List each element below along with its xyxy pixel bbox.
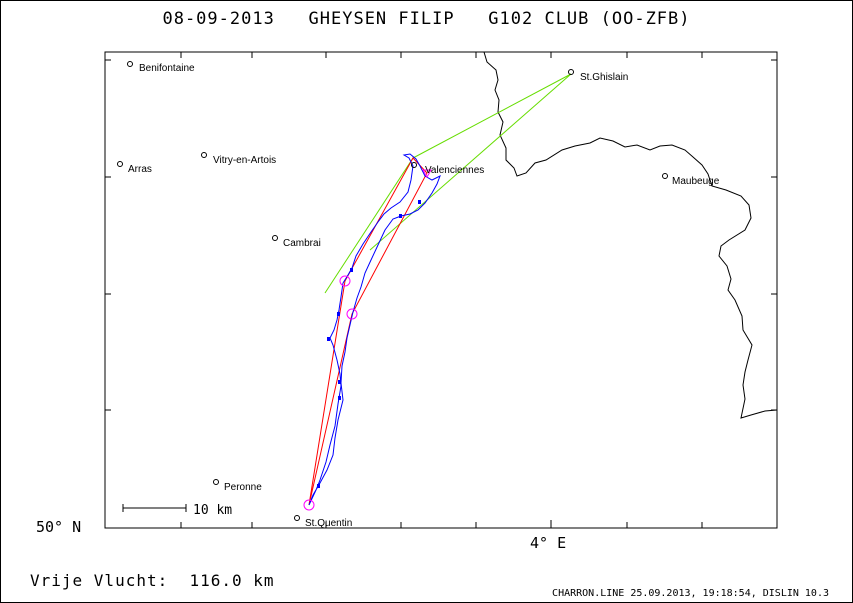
- place-label: Valenciennes: [425, 165, 484, 176]
- axis-ticks: [105, 52, 777, 528]
- longitude-label: 4° E: [530, 534, 566, 552]
- place-st-quentin: St.Quentin: [294, 515, 352, 529]
- turnpoints: [303, 169, 432, 511]
- place-vitry-en-artois: Vitry-en-Artois: [201, 152, 276, 166]
- turnpoint-triangle: [422, 169, 432, 179]
- task-route: [308, 157, 428, 506]
- place-markers: Benifontaine Arras Vitry-en-Artois Cambr…: [117, 61, 720, 529]
- place-marker: [568, 69, 574, 75]
- sector-lines: [324, 73, 572, 294]
- track-markers: [317, 200, 421, 488]
- place-cambrai: Cambrai: [272, 235, 321, 249]
- place-marker: [117, 161, 123, 167]
- turnpoint-1: [339, 275, 351, 287]
- latitude-label: 50° N: [36, 518, 81, 536]
- plot-frame: [104, 51, 778, 529]
- place-label: Benifontaine: [139, 63, 195, 74]
- start-point: [303, 499, 315, 511]
- place-label: Peronne: [224, 482, 262, 493]
- place-label: St.Ghislain: [580, 72, 628, 83]
- place-marker: [294, 515, 300, 521]
- place-peronne: Peronne: [213, 479, 262, 493]
- place-arras: Arras: [117, 161, 152, 175]
- place-maubeuge: Maubeuge: [662, 173, 720, 187]
- place-marker: [213, 479, 219, 485]
- free-flight-distance: Vrije Vlucht: 116.0 km: [30, 571, 275, 590]
- place-label: Cambrai: [283, 238, 321, 249]
- place-benifontaine: Benifontaine: [127, 61, 195, 74]
- place-label: Arras: [128, 164, 152, 175]
- turnpoint-2: [346, 308, 358, 320]
- scale-bar: 10 km: [122, 503, 232, 518]
- place-label: St.Quentin: [305, 518, 352, 529]
- place-marker: [411, 162, 417, 168]
- place-label: Maubeuge: [672, 176, 720, 187]
- place-label: Vitry-en-Artois: [213, 155, 276, 166]
- place-valenciennes: Valenciennes: [411, 162, 484, 176]
- country-border: [483, 51, 778, 419]
- flight-title: 08-09-2013 GHEYSEN FILIP G102 CLUB (OO-Z…: [162, 9, 691, 29]
- place-marker: [272, 235, 278, 241]
- place-marker: [662, 173, 668, 179]
- software-credit: CHARRON.LINE 25.09.2013, 19:18:54, DISLI…: [552, 588, 829, 599]
- place-marker: [127, 61, 133, 67]
- flight-track: [308, 153, 441, 506]
- place-st-ghislain: St.Ghislain: [568, 69, 628, 83]
- place-marker: [201, 152, 207, 158]
- scale-bar-label: 10 km: [193, 503, 232, 518]
